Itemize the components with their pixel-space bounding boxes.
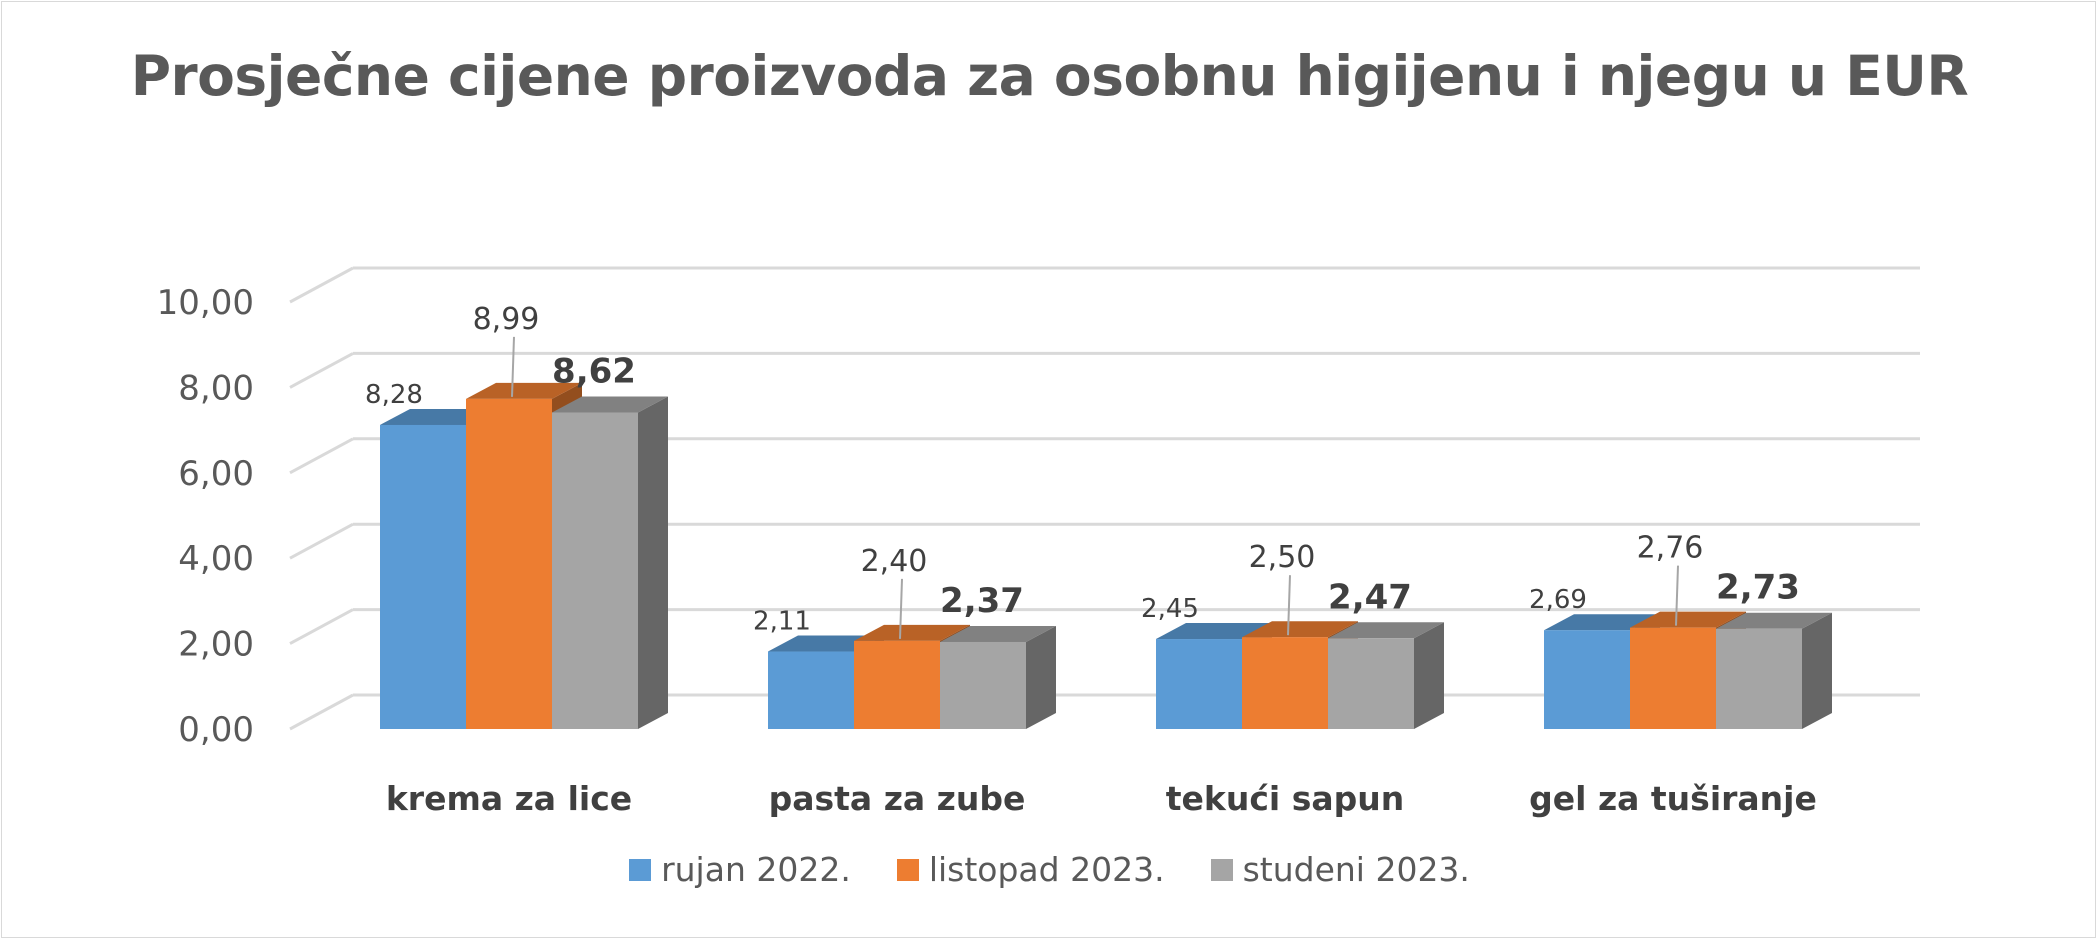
- data-label: 2,37: [940, 581, 1024, 621]
- bar-top: [1544, 614, 1660, 631]
- bar: [466, 398, 552, 729]
- leader-line: [511, 336, 515, 397]
- leader-line: [899, 578, 903, 639]
- legend-item: studeni 2023.: [1210, 850, 1470, 889]
- y-tick-label: 4,00: [178, 539, 254, 579]
- x-tick-label: krema za lice: [386, 779, 632, 818]
- legend-item: listopad 2023.: [896, 850, 1165, 889]
- x-tick-label: tekući sapun: [1166, 779, 1404, 818]
- bar: [1242, 637, 1328, 729]
- bar-top: [1716, 612, 1832, 629]
- bar: [1716, 628, 1802, 729]
- bar-top: [1630, 611, 1746, 628]
- legend-swatch: [629, 858, 652, 881]
- bar-side: [1414, 622, 1444, 729]
- bar-top: [552, 396, 668, 413]
- data-label: 8,28: [365, 380, 423, 410]
- data-label: 8,62: [552, 351, 636, 391]
- legend-swatch: [896, 858, 919, 881]
- bar: [1630, 627, 1716, 729]
- bar-top: [854, 624, 970, 641]
- data-label: 2,69: [1529, 585, 1587, 615]
- gridline-depth: [289, 693, 354, 731]
- data-label: 8,99: [473, 302, 540, 337]
- legend-swatch: [1210, 858, 1233, 881]
- data-label: 2,11: [753, 607, 811, 637]
- legend-label: rujan 2022.: [661, 850, 851, 889]
- x-tick-label: pasta za zube: [769, 779, 1026, 818]
- leader-line: [1287, 575, 1291, 636]
- x-axis: krema za lice pasta za zube tekući sapun ge…: [386, 779, 1817, 818]
- chart-title: Prosječne cijene proizvoda za osobnu hig…: [130, 44, 1969, 108]
- bar: [768, 651, 854, 729]
- bar: [380, 424, 466, 729]
- data-label: 2,40: [861, 544, 928, 579]
- bar-side: [1802, 612, 1832, 729]
- data-label: 2,73: [1716, 568, 1800, 608]
- legend-item: rujan 2022.: [629, 850, 851, 889]
- y-tick-label: 8,00: [178, 368, 254, 408]
- leader-line: [1675, 565, 1679, 626]
- bar: [940, 641, 1026, 729]
- bar-top: [1156, 623, 1272, 640]
- y-tick-label: 0,00: [178, 710, 254, 750]
- legend: rujan 2022. listopad 2023. studeni 2023.: [0, 850, 2099, 889]
- bar-top: [1328, 622, 1444, 639]
- bar: [1328, 638, 1414, 729]
- bars: [380, 382, 1832, 729]
- legend-label: listopad 2023.: [928, 850, 1165, 889]
- y-axis: 0,00 2,00 4,00 6,00 8,00 10,00: [157, 283, 254, 750]
- gridline-depth: [289, 352, 354, 389]
- gridline-depth: [289, 608, 354, 645]
- bar-top: [1242, 621, 1358, 638]
- data-label: 2,47: [1328, 577, 1412, 617]
- bar-side: [1026, 625, 1056, 729]
- gridline-depth: [289, 522, 354, 560]
- bar: [854, 640, 940, 729]
- gridline-depth: [289, 266, 354, 304]
- data-label: 2,50: [1249, 540, 1316, 575]
- bar-top: [940, 625, 1056, 642]
- bar-side: [638, 396, 668, 729]
- bar-top: [466, 382, 582, 399]
- y-tick-label: 10,00: [157, 283, 254, 323]
- data-labels: 8,28 8,99 8,62 2,11 2,40 2,37 2,45 2,50 2,47 2,69…: [365, 302, 1800, 639]
- bar: [1544, 630, 1630, 729]
- legend-label: studeni 2023.: [1242, 850, 1470, 889]
- bar: [1156, 639, 1242, 729]
- y-tick-label: 2,00: [178, 625, 254, 665]
- data-label: 2,45: [1141, 594, 1199, 624]
- bar: [552, 412, 638, 729]
- data-label: 2,76: [1637, 531, 1704, 566]
- y-tick-label: 6,00: [178, 454, 254, 494]
- gridline-depth: [289, 437, 354, 475]
- x-tick-label: gel za tuširanje: [1529, 779, 1817, 818]
